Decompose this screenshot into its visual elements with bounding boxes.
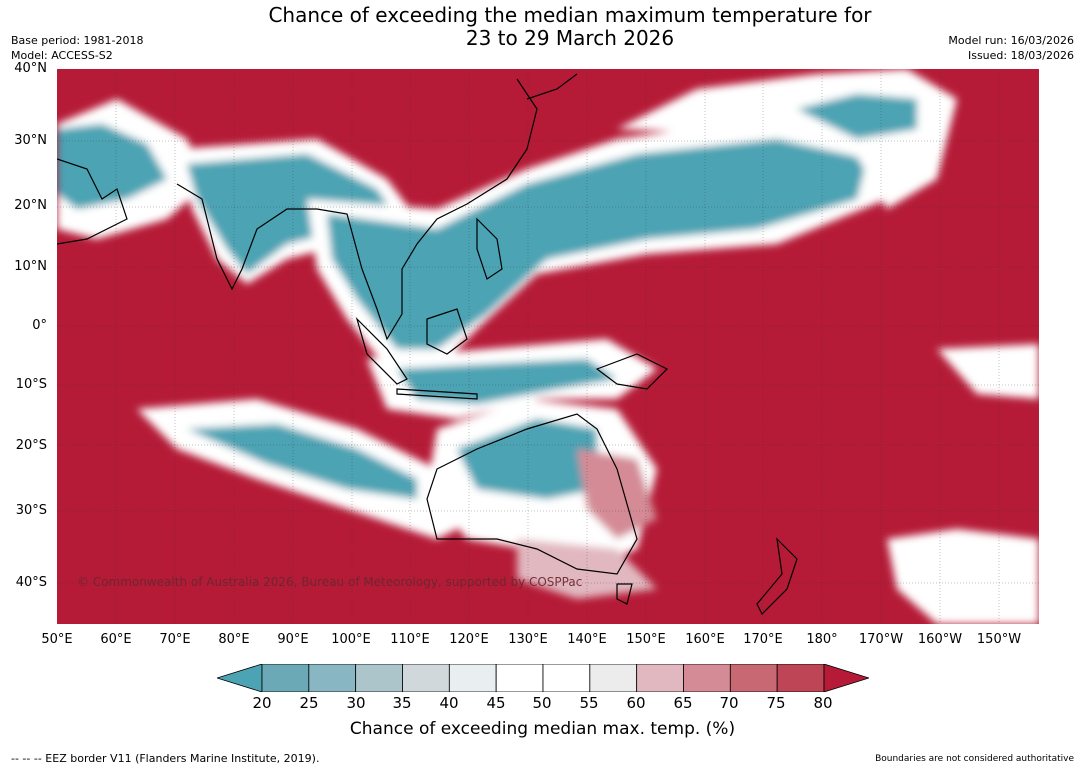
coastlines bbox=[57, 73, 798, 616]
lat-label: 10°S bbox=[15, 377, 47, 392]
title-line-1: Chance of exceeding the median maximum t… bbox=[268, 3, 872, 27]
colorbar-tick: 50 bbox=[532, 694, 552, 712]
lat-label: 20°N bbox=[14, 198, 47, 213]
coast-borneo bbox=[426, 308, 468, 355]
coast-philippines bbox=[476, 217, 503, 280]
base-period: Base period: 1981-2018 bbox=[11, 34, 144, 47]
region-australia-warm bbox=[577, 449, 657, 539]
lon-label: 160°E bbox=[685, 632, 725, 647]
colorbar-cell bbox=[308, 664, 357, 692]
colorbar-cell bbox=[448, 664, 497, 692]
lon-label: 170°W bbox=[858, 632, 904, 647]
colorbar-tick: 55 bbox=[579, 694, 599, 712]
region-nwpacific-cool bbox=[797, 94, 917, 139]
lon-label: 150°E bbox=[626, 632, 666, 647]
forecast-map bbox=[57, 69, 1039, 624]
coast-japan bbox=[526, 73, 578, 100]
colorbar-cell bbox=[729, 664, 778, 692]
coast-australia bbox=[426, 413, 638, 575]
title-line-2: 23 to 29 March 2026 bbox=[465, 26, 675, 50]
colorbar-cells bbox=[217, 664, 869, 692]
colorbar-cell bbox=[402, 664, 450, 692]
lat-label: 40°S bbox=[15, 575, 47, 590]
lat-label: 0° bbox=[32, 318, 47, 333]
lon-label: 110°E bbox=[390, 632, 430, 647]
lat-label: 30°N bbox=[14, 133, 47, 148]
region-india-cool bbox=[187, 154, 397, 274]
copyright-notice: © Commonwealth of Australia 2026, Bureau… bbox=[77, 575, 583, 589]
lon-label: 90°E bbox=[277, 632, 309, 647]
colorbar-tick: 75 bbox=[766, 694, 786, 712]
lon-label: 70°E bbox=[159, 632, 191, 647]
lon-label: 80°E bbox=[218, 632, 250, 647]
colorbar-tick: 70 bbox=[719, 694, 739, 712]
probability-field bbox=[57, 69, 1039, 624]
colorbar-tick: 25 bbox=[299, 694, 319, 712]
lon-label: 170°E bbox=[743, 632, 783, 647]
coast-newzealand bbox=[756, 537, 798, 616]
lon-label: 50°E bbox=[41, 632, 73, 647]
region-sepacific-neutral bbox=[887, 529, 1039, 624]
colorbar-cell bbox=[776, 664, 825, 692]
boundary-disclaimer: Boundaries are not considered authoritat… bbox=[875, 754, 1074, 764]
colorbar-tick: 40 bbox=[439, 694, 459, 712]
meta-right: Model run: 16/03/2026 Issued: 18/03/2026 bbox=[948, 33, 1074, 63]
colorbar-tick: 60 bbox=[626, 694, 646, 712]
colorbar-tick: 35 bbox=[392, 694, 412, 712]
lat-label: 30°S bbox=[15, 503, 47, 518]
colorbar-cell bbox=[683, 664, 731, 692]
region-seasia-cool bbox=[327, 139, 867, 349]
coast-newguinea bbox=[595, 353, 669, 390]
colorbar-cell bbox=[495, 664, 544, 692]
colorbar-cell bbox=[636, 664, 684, 692]
eez-footnote: -- -- -- EEZ border V11 (Flanders Marine… bbox=[11, 752, 320, 765]
lon-label: 150°W bbox=[976, 632, 1022, 647]
colorbar-tick: 20 bbox=[252, 694, 272, 712]
colorbar-extend-low bbox=[217, 664, 263, 692]
map-title: Chance of exceeding the median maximum t… bbox=[0, 4, 1085, 50]
coast-india bbox=[176, 183, 317, 291]
colorbar-tick: 30 bbox=[346, 694, 366, 712]
colorbar-cell bbox=[542, 664, 591, 692]
coast-arabia bbox=[57, 158, 128, 245]
lat-label: 20°S bbox=[15, 438, 47, 453]
region-eastpacific-neutral bbox=[937, 344, 1039, 399]
coast-sumatra bbox=[355, 316, 408, 385]
colorbar-cell bbox=[355, 664, 403, 692]
colorbar-cell bbox=[589, 664, 638, 692]
lon-label: 60°E bbox=[100, 632, 132, 647]
colorbar-tick: 45 bbox=[486, 694, 506, 712]
model-name: Model: ACCESS-S2 bbox=[11, 49, 113, 62]
colorbar-label: Chance of exceeding median max. temp. (%… bbox=[349, 719, 736, 739]
colorbar-cell bbox=[261, 664, 310, 692]
colorbar-extend-high bbox=[823, 664, 869, 692]
colorbar-tick: 80 bbox=[813, 694, 833, 712]
lat-label: 10°N bbox=[14, 259, 47, 274]
lon-label: 160°W bbox=[917, 632, 963, 647]
coast-java bbox=[396, 388, 478, 400]
region-arabia-cool bbox=[57, 124, 167, 209]
colorbar-tick: 65 bbox=[673, 694, 693, 712]
coast-seasia bbox=[316, 78, 538, 341]
issued-date: Issued: 18/03/2026 bbox=[967, 49, 1074, 62]
region-australia-cool bbox=[457, 419, 597, 499]
meta-left: Base period: 1981-2018 Model: ACCESS-S2 bbox=[11, 33, 143, 63]
lon-label: 120°E bbox=[449, 632, 489, 647]
model-run: Model run: 16/03/2026 bbox=[948, 34, 1074, 47]
lon-label: 180° bbox=[806, 632, 838, 647]
lon-label: 130°E bbox=[508, 632, 548, 647]
graticule bbox=[57, 69, 1039, 624]
colorbar bbox=[217, 664, 869, 692]
map-svg bbox=[57, 69, 1039, 624]
lon-label: 140°E bbox=[567, 632, 607, 647]
coast-tasmania bbox=[616, 583, 633, 605]
lat-label: 40°N bbox=[14, 61, 47, 76]
lon-label: 100°E bbox=[331, 632, 371, 647]
region-indian-cool bbox=[187, 424, 417, 499]
